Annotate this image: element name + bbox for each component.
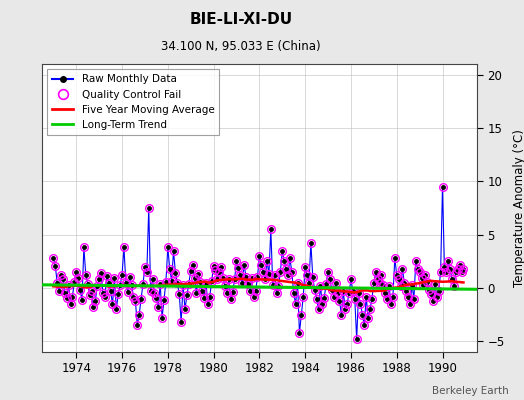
Text: 34.100 N, 95.033 E (China): 34.100 N, 95.033 E (China) [161, 40, 321, 53]
Text: BIE-LI-XI-DU: BIE-LI-XI-DU [190, 12, 292, 27]
Text: Berkeley Earth: Berkeley Earth [432, 386, 508, 396]
Legend: Raw Monthly Data, Quality Control Fail, Five Year Moving Average, Long-Term Tren: Raw Monthly Data, Quality Control Fail, … [47, 69, 220, 135]
Y-axis label: Temperature Anomaly (°C): Temperature Anomaly (°C) [513, 129, 524, 287]
